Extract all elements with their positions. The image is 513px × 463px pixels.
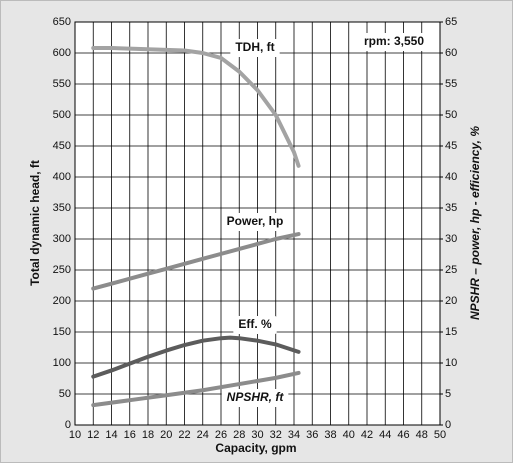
y-tick-label: 550: [53, 78, 71, 90]
series-label-box: [233, 316, 277, 334]
x-tick-label: 18: [142, 429, 154, 441]
y-tick-label: 250: [53, 264, 71, 276]
x-tick-label: 22: [178, 429, 190, 441]
y2-tick-label: 30: [445, 233, 457, 245]
y-tick-label: 200: [53, 295, 71, 307]
x-tick-label: 38: [324, 429, 336, 441]
series-line: [91, 335, 301, 379]
x-tick-label: 48: [416, 429, 428, 441]
x-tick-label: 42: [361, 429, 373, 441]
x-tick-label: 12: [87, 429, 99, 441]
x-tick-label: 46: [397, 429, 409, 441]
x-tick-label: 24: [197, 429, 209, 441]
x-axis-label: Capacity, gpm: [215, 441, 296, 455]
y-axis-label: Total dynamic head, ft: [28, 160, 42, 286]
y2-tick-label: 65: [445, 16, 457, 28]
series-line: [91, 46, 301, 168]
y-tick-label: 100: [53, 357, 71, 369]
x-tick-label: 40: [343, 429, 355, 441]
y2-tick-label: 25: [445, 264, 457, 276]
y2-tick-label: 5: [445, 388, 451, 400]
series-label-box: [221, 389, 289, 407]
series-line: [91, 370, 301, 408]
y2-tick-label: 10: [445, 357, 457, 369]
x-tick-label: 36: [306, 429, 318, 441]
y-tick-label: 150: [53, 326, 71, 338]
series-label: NPSHR, ft: [227, 390, 285, 404]
x-tick-label: 20: [160, 429, 172, 441]
y-tick-label: 50: [59, 388, 71, 400]
x-tick-label: 44: [379, 429, 391, 441]
series-label: Eff. %: [238, 317, 272, 331]
title-box: [358, 33, 430, 51]
y-tick-label: 400: [53, 171, 71, 183]
y2-tick-label: 35: [445, 202, 457, 214]
x-tick-label: 34: [288, 429, 300, 441]
x-tick-label: 26: [215, 429, 227, 441]
y-tick-label: 450: [53, 140, 71, 152]
y-tick-label: 500: [53, 109, 71, 121]
y2-tick-label: 45: [445, 140, 457, 152]
series-label-box: [221, 213, 289, 231]
x-tick-label: 16: [124, 429, 136, 441]
y-tick-label: 300: [53, 233, 71, 245]
y2-tick-label: 50: [445, 109, 457, 121]
series-line: [91, 232, 301, 291]
y2-tick-label: 55: [445, 78, 457, 90]
y2-tick-label: 15: [445, 326, 457, 338]
y-tick-label: 0: [65, 419, 71, 431]
y2-tick-label: 40: [445, 171, 457, 183]
chart-title: rpm: 3,550: [364, 34, 424, 48]
x-tick-label: 10: [69, 429, 81, 441]
x-tick-label: 50: [434, 429, 446, 441]
y-tick-label: 350: [53, 202, 71, 214]
y2-tick-label: 60: [445, 47, 457, 59]
series-label-box: [230, 39, 280, 57]
series-label: Power, hp: [227, 214, 284, 228]
y-tick-label: 650: [53, 16, 71, 28]
x-tick-label: 30: [251, 429, 263, 441]
x-tick-label: 32: [270, 429, 282, 441]
y2-tick-label: 0: [445, 419, 451, 431]
y-tick-label: 600: [53, 47, 71, 59]
x-tick-label: 28: [233, 429, 245, 441]
x-tick-label: 14: [105, 429, 117, 441]
y2-tick-label: 20: [445, 295, 457, 307]
series-label: TDH, ft: [235, 40, 274, 54]
y2-axis-label: NPSHR – power, hp - efficiency, %: [468, 126, 482, 320]
